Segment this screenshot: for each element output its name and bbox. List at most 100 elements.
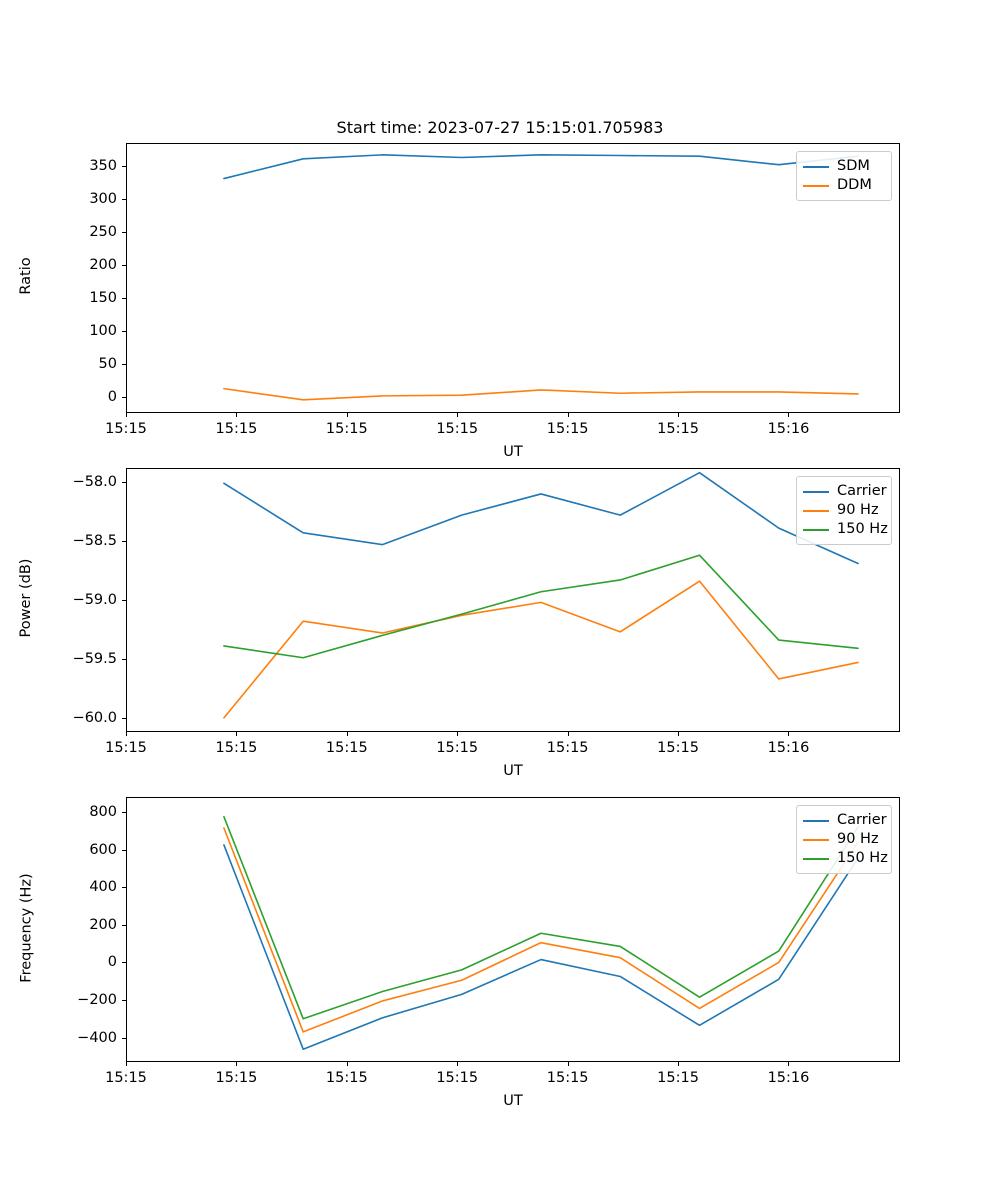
legend-color-swatch	[803, 509, 829, 512]
plot-frame	[126, 797, 900, 1062]
y-tick-label: 0	[107, 954, 117, 971]
x-tick-mark	[236, 413, 237, 417]
y-tick-mark	[122, 265, 126, 266]
x-axis-label: UT	[503, 444, 523, 460]
y-tick-label: 150	[89, 289, 117, 306]
x-tick-label: 15:15	[546, 740, 589, 756]
y-tick-label: −400	[77, 1029, 117, 1046]
x-tick-label: 15:15	[105, 1070, 147, 1086]
y-tick-label: 300	[89, 190, 117, 207]
y-tick-mark	[122, 331, 126, 332]
x-tick-label: 15:15	[436, 421, 479, 437]
legend-item[interactable]: DDM	[803, 176, 884, 195]
series-line-150-hz	[223, 554, 859, 659]
x-tick-mark	[236, 1062, 237, 1066]
legend-label: Carrier	[837, 812, 887, 829]
y-tick-mark	[122, 812, 126, 813]
x-axis-label: UT	[503, 763, 523, 779]
x-tick-label: 15:15	[325, 1070, 368, 1086]
y-tick-mark	[122, 887, 126, 888]
y-tick-label: −59.0	[72, 592, 117, 608]
y-tick-label: −200	[77, 991, 117, 1008]
x-tick-label: 15:15	[657, 740, 699, 756]
y-tick-mark	[122, 1038, 126, 1039]
x-tick-label: 15:15	[215, 740, 258, 756]
x-tick-label: 15:16	[767, 421, 810, 437]
x-tick-mark	[788, 732, 789, 736]
x-tick-label: 15:15	[215, 421, 258, 437]
x-tick-mark	[678, 413, 679, 417]
legend-label: 150 Hz	[837, 521, 888, 538]
y-tick-label: −60.0	[72, 709, 117, 726]
y-tick-mark	[122, 298, 126, 299]
y-tick-label: 800	[89, 804, 117, 821]
x-tick-mark	[347, 413, 348, 417]
legend-color-swatch	[803, 184, 829, 187]
legend-item[interactable]: 90 Hz	[803, 830, 884, 849]
legend-color-swatch	[803, 857, 829, 860]
y-tick-mark	[122, 397, 126, 398]
y-tick-label: 50	[98, 355, 117, 372]
y-tick-label: 200	[89, 256, 117, 273]
series-line-90-hz	[223, 580, 859, 719]
y-tick-label: −58.5	[72, 533, 117, 550]
x-tick-mark	[568, 1062, 569, 1066]
y-tick-label: 0	[107, 388, 117, 405]
x-tick-mark	[126, 1062, 127, 1066]
series-line-carrier	[223, 471, 859, 565]
x-tick-label: 15:15	[436, 740, 479, 756]
y-tick-mark	[122, 718, 126, 719]
series-line-ddm	[223, 387, 859, 401]
y-tick-mark	[122, 541, 126, 542]
x-tick-label: 15:15	[325, 421, 368, 437]
legend-label: SDM	[837, 158, 870, 175]
x-tick-mark	[788, 413, 789, 417]
y-tick-mark	[122, 482, 126, 483]
x-tick-mark	[457, 413, 458, 417]
legend-color-swatch	[803, 838, 829, 841]
legend[interactable]: SDM DDM	[796, 151, 892, 201]
legend[interactable]: Carrier 90 Hz 150 Hz	[796, 805, 892, 874]
x-tick-mark	[457, 1062, 458, 1066]
legend[interactable]: Carrier 90 Hz 150 Hz	[796, 476, 892, 545]
y-tick-mark	[122, 1000, 126, 1001]
y-tick-label: 350	[89, 158, 117, 175]
legend-item[interactable]: Carrier	[803, 811, 887, 830]
legend-label: Carrier	[837, 483, 887, 500]
legend-item[interactable]: 150 Hz	[803, 520, 888, 539]
series-line-150-hz	[223, 815, 859, 1020]
legend-item[interactable]: 150 Hz	[803, 849, 888, 868]
y-tick-label: 100	[89, 322, 117, 339]
y-tick-mark	[122, 199, 126, 200]
legend-label: DDM	[837, 177, 872, 194]
legend-color-swatch	[803, 819, 829, 822]
series-line-carrier	[223, 844, 859, 1051]
x-axis-label: UT	[503, 1093, 523, 1109]
x-tick-label: 15:15	[105, 421, 147, 437]
legend-color-swatch	[803, 490, 829, 493]
y-tick-label: −59.5	[72, 650, 117, 667]
y-tick-mark	[122, 600, 126, 601]
y-tick-mark	[122, 659, 126, 660]
plot-frame	[126, 468, 900, 732]
x-tick-mark	[236, 732, 237, 736]
y-tick-mark	[122, 925, 126, 926]
x-tick-label: 15:15	[546, 1070, 589, 1086]
y-tick-mark	[122, 232, 126, 233]
x-tick-mark	[126, 732, 127, 736]
series-line-90-hz	[223, 827, 859, 1033]
x-tick-label: 15:15	[105, 740, 147, 756]
legend-item[interactable]: SDM	[803, 157, 884, 176]
x-tick-label: 15:15	[215, 1070, 258, 1086]
legend-color-swatch	[803, 165, 829, 168]
x-tick-mark	[678, 732, 679, 736]
legend-item[interactable]: Carrier	[803, 482, 887, 501]
y-tick-mark	[122, 962, 126, 963]
legend-item[interactable]: 90 Hz	[803, 501, 884, 520]
x-tick-mark	[568, 732, 569, 736]
x-tick-label: 15:15	[546, 421, 589, 437]
x-tick-mark	[347, 732, 348, 736]
